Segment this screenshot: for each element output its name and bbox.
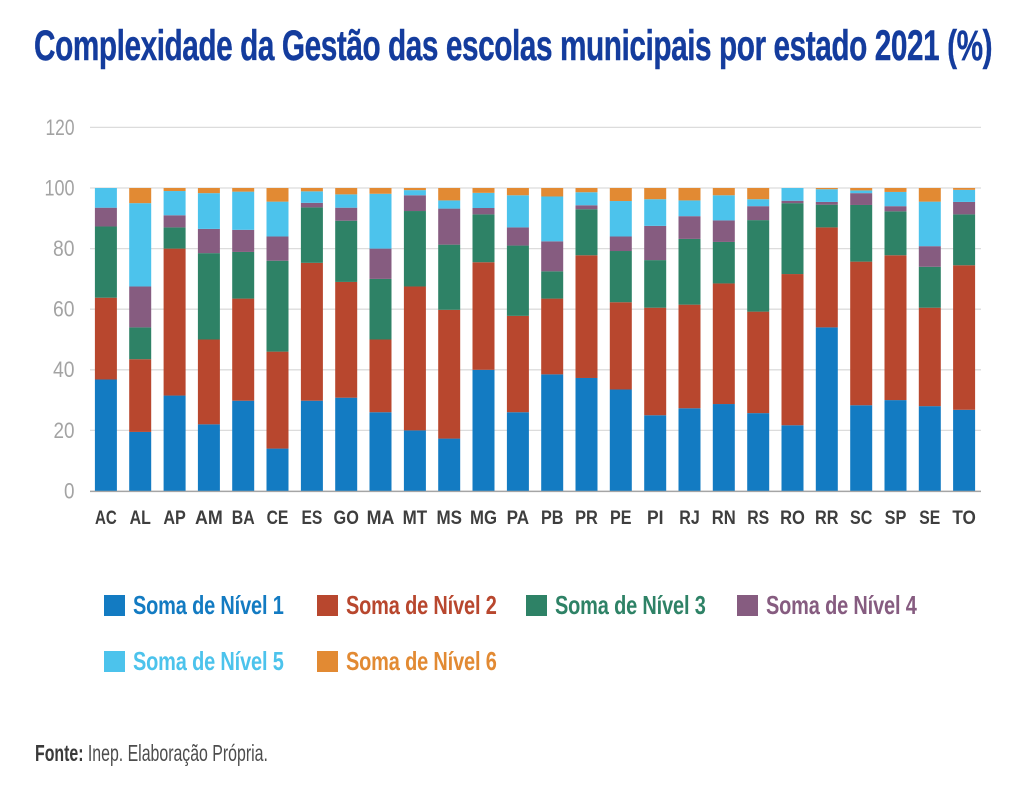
svg-text:AC: AC [95, 508, 117, 529]
svg-text:ES: ES [301, 508, 322, 529]
svg-text:RS: RS [747, 508, 769, 529]
svg-text:PR: PR [575, 508, 598, 529]
svg-text:60: 60 [53, 297, 75, 322]
svg-text:RJ: RJ [679, 508, 700, 529]
svg-text:RR: RR [815, 508, 839, 529]
svg-text:RN: RN [712, 508, 736, 529]
svg-text:SC: SC [850, 508, 873, 529]
svg-text:PE: PE [610, 508, 632, 529]
svg-text:GO: GO [334, 508, 359, 529]
svg-text:BA: BA [232, 508, 255, 529]
svg-text:AL: AL [130, 508, 152, 529]
svg-text:MT: MT [403, 508, 428, 529]
svg-text:40: 40 [53, 357, 75, 382]
svg-text:PA: PA [507, 508, 530, 529]
svg-text:AP: AP [163, 508, 186, 529]
svg-text:CE: CE [267, 508, 289, 529]
svg-text:MA: MA [367, 508, 395, 529]
svg-text:AM: AM [195, 508, 223, 529]
svg-text:MG: MG [470, 508, 497, 529]
svg-text:MS: MS [436, 508, 462, 529]
svg-text:20: 20 [54, 418, 75, 443]
svg-text:TO: TO [952, 508, 976, 529]
svg-text:100: 100 [45, 175, 75, 200]
svg-text:0: 0 [64, 478, 75, 503]
svg-text:80: 80 [53, 236, 75, 261]
svg-text:SE: SE [919, 508, 940, 529]
svg-text:PB: PB [541, 508, 564, 529]
svg-text:RO: RO [780, 508, 805, 529]
svg-text:120: 120 [46, 115, 75, 140]
svg-text:PI: PI [647, 508, 664, 529]
svg-text:SP: SP [885, 508, 907, 529]
